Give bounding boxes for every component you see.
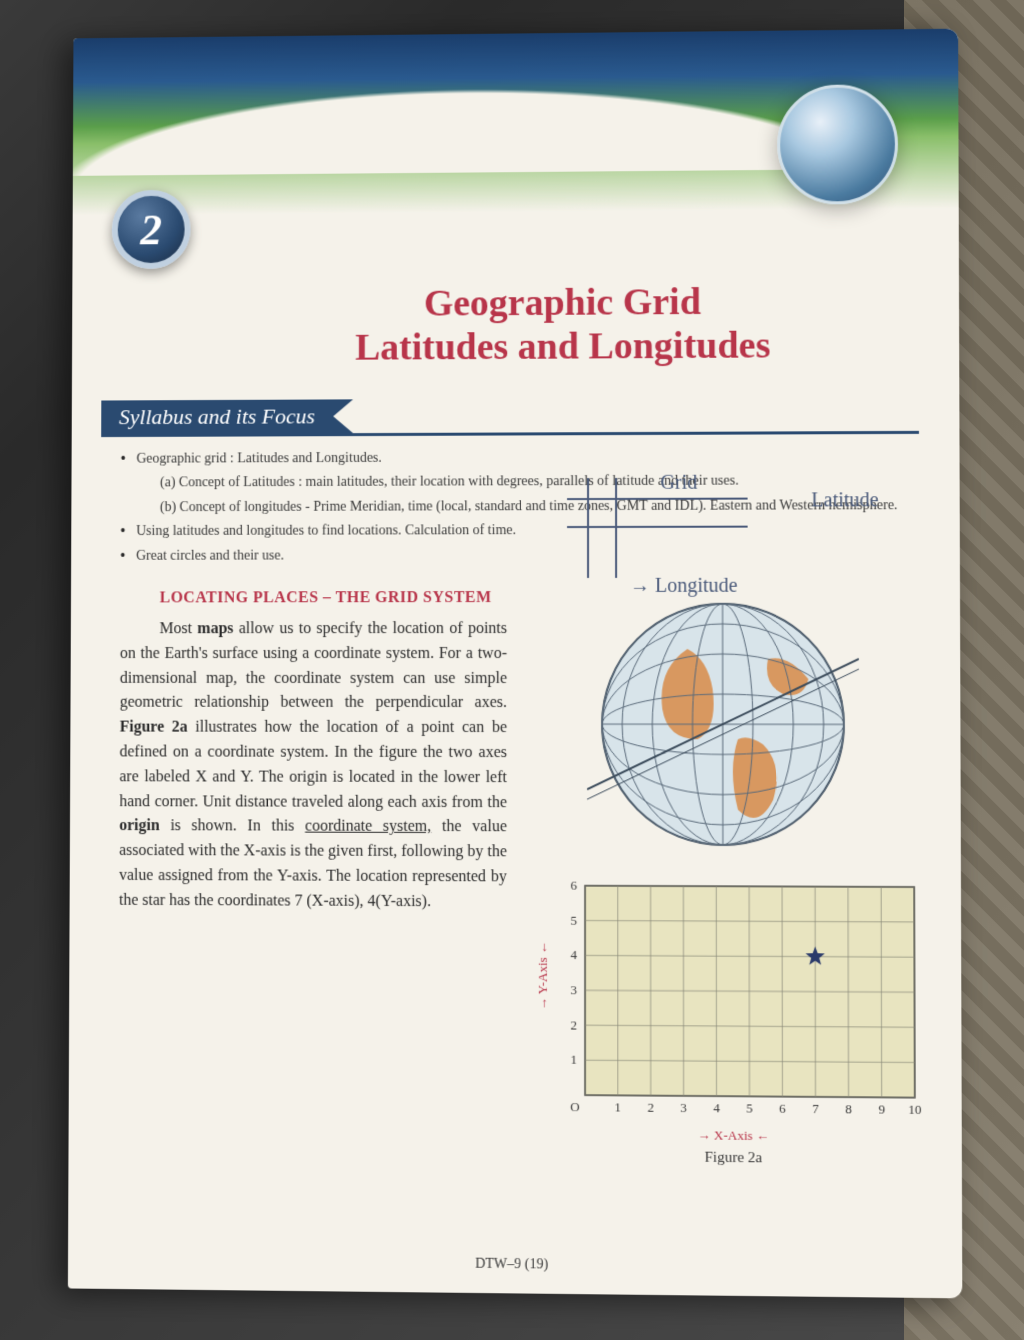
body-paragraph: Most maps allow us to specify the locati… <box>119 617 507 915</box>
handwritten-grid-label: Grid <box>660 472 697 495</box>
coordinate-chart: → Y-Axis ← 12345678910123456O → X-Axis ←… <box>527 879 911 1168</box>
svg-text:4: 4 <box>713 1101 720 1115</box>
handwritten-grid-sketch <box>567 478 748 578</box>
svg-text:5: 5 <box>570 913 577 927</box>
title-line-2: Latitudes and Longitudes <box>210 323 919 371</box>
globe-svg <box>587 589 859 861</box>
svg-text:2: 2 <box>570 1018 577 1032</box>
footer-page-code: DTW–9 (19) <box>68 1252 962 1278</box>
title-line-1: Geographic Grid <box>210 279 919 327</box>
syllabus-tab-label: Syllabus and its Focus <box>101 399 333 436</box>
svg-text:3: 3 <box>680 1101 687 1115</box>
svg-text:4: 4 <box>570 948 577 962</box>
svg-text:5: 5 <box>746 1101 753 1115</box>
syllabus-item: (b) Concept of longitudes - Prime Meridi… <box>121 495 920 519</box>
globe-diagram <box>587 589 859 861</box>
syllabus-item: Geographic grid : Latitudes and Longitud… <box>121 446 919 471</box>
chapter-number: 2 <box>140 204 162 254</box>
syllabus-banner: Syllabus and its Focus <box>101 397 919 437</box>
syllabus-item: (a) Concept of Latitudes : main latitude… <box>121 470 920 495</box>
chapter-title: Geographic Grid Latitudes and Longitudes <box>72 208 959 390</box>
section-heading: LOCATING PLACES – THE GRID SYSTEM <box>120 589 507 607</box>
svg-text:7: 7 <box>812 1102 819 1116</box>
coordinate-grid-svg: 1 2 3 4 5 6 7 8 9 10 1 2 3 4 5 6 O <box>557 880 921 1125</box>
text-column: LOCATING PLACES – THE GRID SYSTEM Most m… <box>118 589 507 1165</box>
chart-caption: Figure 2a <box>557 1148 911 1168</box>
header-band <box>73 29 959 216</box>
svg-text:1: 1 <box>615 1100 622 1114</box>
syllabus-list: Geographic grid : Latitudes and Longitud… <box>120 446 919 568</box>
syllabus-item: Using latitudes and longitudes to find l… <box>120 519 919 543</box>
x-axis-label: → X-Axis ← <box>557 1126 911 1145</box>
svg-text:6: 6 <box>779 1102 786 1116</box>
svg-text:9: 9 <box>878 1102 885 1116</box>
svg-text:8: 8 <box>845 1102 852 1116</box>
svg-text:O: O <box>570 1100 579 1114</box>
handwritten-latitude-label: Latitude <box>811 489 878 512</box>
syllabus-item: Great circles and their use. <box>120 544 919 568</box>
textbook-page: 2 Geographic Grid Latitudes and Longitud… <box>68 29 962 1299</box>
globe-decor-icon <box>777 84 898 205</box>
content-area: LOCATING PLACES – THE GRID SYSTEM Most m… <box>68 568 961 1169</box>
svg-text:3: 3 <box>570 983 577 997</box>
svg-text:1: 1 <box>570 1053 577 1067</box>
svg-text:10: 10 <box>908 1103 921 1117</box>
y-axis-label: → Y-Axis ← <box>535 941 551 1010</box>
svg-text:6: 6 <box>571 880 578 893</box>
figure-column: → Y-Axis ← 1 2 3 4 5 6 7 8 9 10 1 2 3 4 5 6 O → X-Axis ←… <box>527 589 921 1169</box>
svg-text:2: 2 <box>647 1101 654 1115</box>
